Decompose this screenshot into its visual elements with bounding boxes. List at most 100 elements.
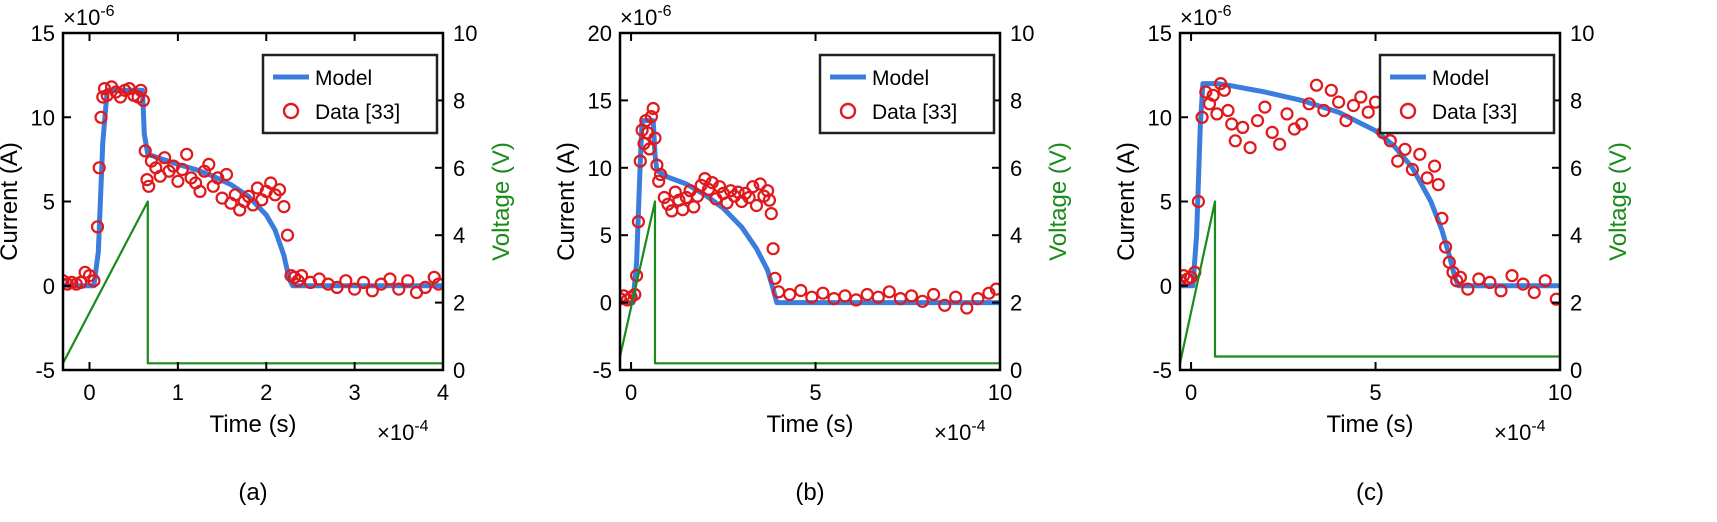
data-point <box>1413 147 1427 161</box>
panel-caption: (a) <box>238 479 267 506</box>
y-right-tick-label: 10 <box>1010 21 1034 46</box>
y-left-tick-label: 0 <box>43 274 55 299</box>
data-point <box>805 290 819 304</box>
data-point <box>949 290 963 304</box>
x-axis-label: Time (s) <box>1326 411 1413 438</box>
data-point <box>1331 95 1346 109</box>
data-point <box>642 142 657 156</box>
data-point <box>365 284 379 298</box>
data-point <box>287 270 302 284</box>
x-tick-label: 4 <box>437 380 449 405</box>
y-left-tick-label: 5 <box>1160 190 1172 215</box>
data-point <box>432 277 443 291</box>
x-axis-label: Time (s) <box>766 411 853 438</box>
voltage-line <box>63 200 443 365</box>
data-series <box>620 101 1000 315</box>
data-point <box>871 290 885 304</box>
data-point <box>136 93 150 108</box>
data-series <box>63 80 443 300</box>
data-point <box>272 183 287 197</box>
data-point <box>228 188 242 202</box>
x-tick-label: 10 <box>1548 380 1572 405</box>
data-point <box>348 282 362 296</box>
y-left-tick-label: 0 <box>1160 274 1172 299</box>
y-left-tick-label: 15 <box>31 21 55 46</box>
data-point <box>1494 284 1508 298</box>
y-right-tick-label: 10 <box>453 21 477 46</box>
legend-data-label: Data [33] <box>315 101 400 124</box>
data-point <box>926 287 941 302</box>
data-point <box>712 180 727 194</box>
y-right-tick-label: 10 <box>1570 21 1594 46</box>
data-point <box>1195 110 1209 124</box>
legend-model-label: Model <box>1432 67 1489 90</box>
data-point <box>1213 76 1228 91</box>
panel-caption: (b) <box>795 479 824 506</box>
data-point <box>180 147 194 161</box>
x-tick-label: 0 <box>625 380 637 405</box>
data-point <box>1438 240 1453 254</box>
y-left-axis-label: Current (A) <box>0 142 23 261</box>
data-point <box>264 176 278 190</box>
legend: Model Data [33] <box>1378 53 1556 135</box>
x-tick-label: 2 <box>260 380 272 405</box>
x-tick-label: 0 <box>83 380 95 405</box>
data-point <box>383 272 397 286</box>
data-point <box>158 151 172 165</box>
data-point <box>330 280 344 294</box>
data-point <box>720 196 734 210</box>
data-point <box>97 81 112 96</box>
data-point <box>849 293 863 307</box>
data-point <box>1354 90 1368 104</box>
data-series <box>1180 76 1560 306</box>
data-point <box>356 275 371 289</box>
data-point <box>838 289 852 303</box>
data-point <box>1549 292 1560 306</box>
data-point <box>1516 277 1530 291</box>
plot-area <box>620 101 1000 365</box>
data-point <box>1199 85 1213 99</box>
data-point <box>1317 103 1331 118</box>
y-left-tick-label: 10 <box>1148 105 1172 130</box>
data-point <box>1527 285 1541 300</box>
data-point <box>938 298 952 312</box>
data-point <box>783 287 797 302</box>
x-tick-label: 3 <box>349 380 361 405</box>
legend-model-label: Model <box>315 67 372 90</box>
y-right-tick-label: 6 <box>1010 156 1022 181</box>
chart-panel-3: 0 5 10 -5 0 5 10 15 0 2 4 6 8 10 ×10-6 ×10-4 Time (s) Cur… <box>1113 3 1632 506</box>
data-point <box>1435 211 1449 225</box>
data-point <box>1538 274 1552 288</box>
data-point <box>1383 134 1397 148</box>
data-point <box>1225 117 1239 131</box>
data-point <box>1398 142 1412 156</box>
data-point <box>631 215 646 229</box>
data-point <box>401 274 415 288</box>
x-tick-label: 10 <box>988 380 1012 405</box>
y-right-tick-label: 8 <box>453 88 465 113</box>
data-point <box>1258 100 1272 114</box>
data-point <box>764 207 778 221</box>
plot-area <box>1180 76 1560 364</box>
data-point <box>1427 159 1442 173</box>
y-left-tick-label: 10 <box>588 156 612 181</box>
plot-area <box>63 80 443 365</box>
x-multiplier: ×10-4 <box>377 418 429 445</box>
y-right-tick-label: 2 <box>1010 291 1022 316</box>
x-tick-label: 5 <box>809 380 821 405</box>
y-right-tick-label: 6 <box>1570 156 1582 181</box>
model-line <box>1180 81 1560 289</box>
data-point <box>140 173 154 187</box>
y-left-tick-label: 0 <box>600 291 612 316</box>
y-right-tick-label: 2 <box>1570 291 1582 316</box>
data-point <box>142 179 156 193</box>
data-point <box>1217 83 1231 97</box>
model-line <box>620 118 1000 306</box>
x-tick-label: 0 <box>1185 380 1197 405</box>
y-right-tick-label: 4 <box>1010 223 1022 248</box>
data-point <box>1431 178 1445 192</box>
x-tick-label: 1 <box>172 380 184 405</box>
data-point <box>339 274 353 288</box>
data-point <box>87 274 101 288</box>
data-point <box>1453 270 1468 284</box>
